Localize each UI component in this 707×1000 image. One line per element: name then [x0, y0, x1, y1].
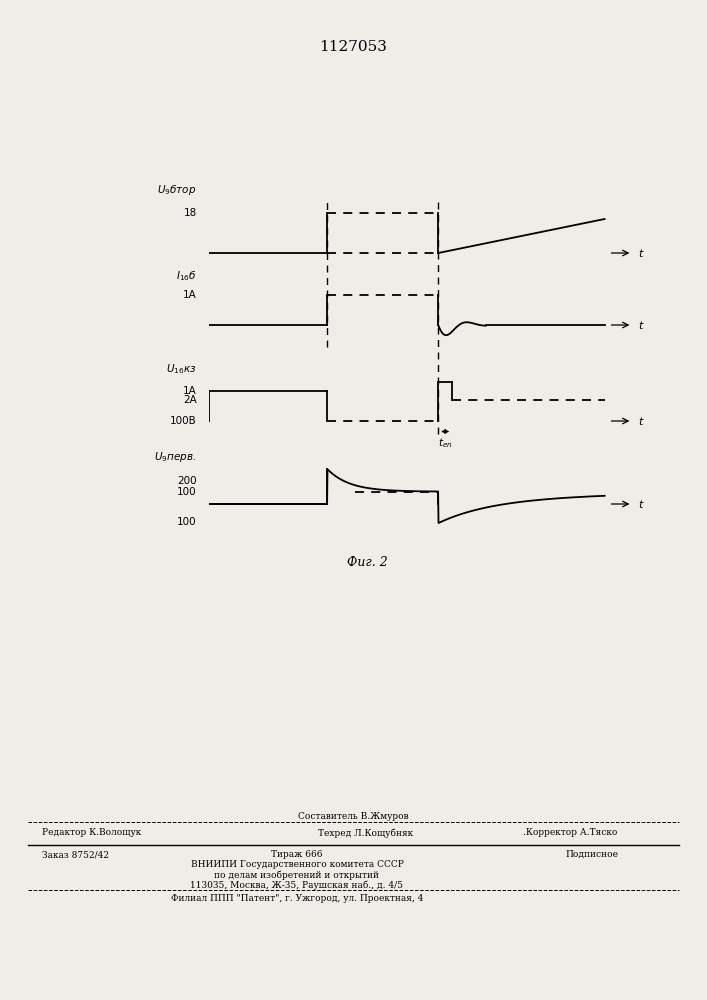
Text: 2А: 2А [183, 395, 197, 405]
Text: Филиал ППП "Патент", г. Ужгород, ул. Проектная, 4: Филиал ППП "Патент", г. Ужгород, ул. Про… [171, 894, 423, 903]
Text: $U_9$бтор: $U_9$бтор [157, 183, 197, 197]
Text: $t$: $t$ [638, 415, 645, 427]
Text: 113035, Москва, Ж-35, Раушская наб., д. 4/5: 113035, Москва, Ж-35, Раушская наб., д. … [190, 880, 404, 890]
Text: $I_{16}$б: $I_{16}$б [176, 269, 197, 283]
Text: ВНИИПИ Государственного комитета СССР: ВНИИПИ Государственного комитета СССР [190, 860, 404, 869]
Text: $U_9$перв.: $U_9$перв. [154, 450, 197, 464]
Text: 1127053: 1127053 [320, 40, 387, 54]
Text: 100: 100 [177, 487, 197, 497]
Text: $U_{16}$кз: $U_{16}$кз [166, 362, 197, 376]
Text: $t$: $t$ [638, 247, 645, 259]
Text: Составитель В.Жмуров: Составитель В.Жмуров [298, 812, 409, 821]
Text: $t$: $t$ [638, 319, 645, 331]
Text: по делам изобретений и открытий: по делам изобретений и открытий [214, 870, 380, 880]
Text: .Корректор А.Тяско: .Корректор А.Тяско [523, 828, 617, 837]
Text: Тираж 666: Тираж 666 [271, 850, 322, 859]
Text: 100В: 100В [170, 416, 197, 426]
Text: Редактор К.Волощук: Редактор К.Волощук [42, 828, 141, 837]
Text: 1А: 1А [183, 386, 197, 396]
Text: $t$: $t$ [638, 498, 645, 510]
Text: 200: 200 [177, 477, 197, 487]
Text: Техред Л.Кощубняк: Техред Л.Кощубняк [318, 828, 414, 838]
Text: $t_{en}$: $t_{en}$ [438, 437, 452, 450]
Text: Фиг. 2: Фиг. 2 [347, 556, 388, 569]
Text: 18: 18 [183, 208, 197, 218]
Text: Подписное: Подписное [566, 850, 619, 859]
Text: Заказ 8752/42: Заказ 8752/42 [42, 850, 110, 859]
Text: 100: 100 [177, 517, 197, 527]
Text: 1А: 1А [183, 290, 197, 300]
